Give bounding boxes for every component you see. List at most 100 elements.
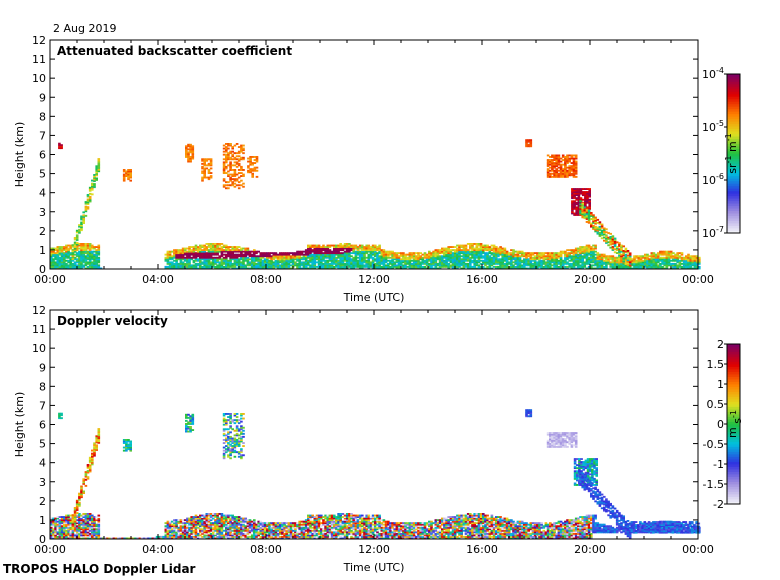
data-cell [166,532,170,535]
data-cell [587,214,591,217]
data-cell [192,250,196,253]
data-cell [80,537,83,540]
data-cell [220,528,224,531]
data-cell [84,252,88,255]
data-cell [579,264,582,267]
data-cell [676,267,679,270]
colorbar-strip [727,118,740,122]
data-cell [473,256,476,259]
data-cell [464,262,468,265]
data-cell [188,517,191,520]
data-cell [73,525,77,528]
data-cell [281,253,284,256]
data-cell [281,265,284,268]
data-cell [179,258,183,261]
data-cell [309,247,312,250]
data-cell [564,252,567,255]
data-cell [279,255,282,258]
data-cell [374,262,377,265]
data-cell [192,532,196,535]
data-cell [574,262,578,265]
data-cell [322,249,325,252]
data-cell [298,258,301,261]
data-cell [566,166,569,169]
data-cell [309,264,312,267]
data-cell [166,255,170,258]
data-cell [324,261,327,264]
colorbar-strip [727,88,740,92]
data-cell [296,265,299,268]
data-cell [246,247,250,250]
data-cell [462,249,466,252]
data-cell [343,246,347,248]
data-cell [667,255,671,258]
data-cell [302,256,306,259]
colorbar-strip [727,190,740,194]
data-cell [449,264,453,267]
data-cell [218,526,222,529]
data-cell [190,516,193,518]
data-cell [65,265,68,268]
data-cell [609,261,612,264]
data-cell [592,264,595,267]
data-cell [525,259,528,262]
data-cell [164,537,168,540]
data-cell [186,250,189,253]
data-cell [177,526,180,529]
data-cell [363,249,366,252]
data-cell [520,261,524,264]
data-cell [501,250,504,253]
data-cell [596,218,600,221]
data-cell [348,259,351,262]
data-cell [573,204,576,207]
data-cell [510,264,513,267]
data-cell [317,249,321,252]
data-cell [520,267,524,270]
data-cell [354,256,358,259]
data-cell [624,247,628,250]
data-cell [268,252,271,255]
data-cell [88,519,92,522]
data-cell [80,531,83,534]
data-cell [88,200,92,203]
data-cell [82,243,85,245]
data-cell [598,222,602,225]
data-cell [188,526,191,529]
data-cell [194,252,198,255]
data-cell [309,256,312,259]
data-cell [52,520,55,523]
data-cell [80,535,83,538]
data-cell [451,267,455,270]
data-cell [667,253,671,256]
data-cell [473,247,476,250]
data-cell [216,517,219,520]
data-cell [127,175,130,177]
data-cell [445,258,448,261]
data-cell [255,256,258,259]
data-cell [203,167,206,170]
y-tick-label: 4 [39,187,46,200]
data-cell [190,252,193,255]
data-cell [363,255,366,258]
data-cell [337,250,340,253]
data-cell [97,534,101,537]
data-cell [596,258,600,261]
data-cell [596,231,600,234]
data-cell [495,253,498,256]
data-cell [199,522,202,525]
data-cell [302,253,306,256]
data-cell [179,264,183,267]
data-cell [237,181,241,184]
data-cell [67,265,70,268]
data-cell [573,203,576,206]
data-cell [605,238,608,241]
data-cell [680,267,684,270]
data-cell [395,259,399,262]
data-cell [609,237,612,240]
data-cell [56,255,60,258]
data-cell [246,262,250,265]
data-cell [333,253,336,256]
data-cell [250,262,254,265]
data-cell [419,255,422,258]
data-cell [584,203,587,206]
